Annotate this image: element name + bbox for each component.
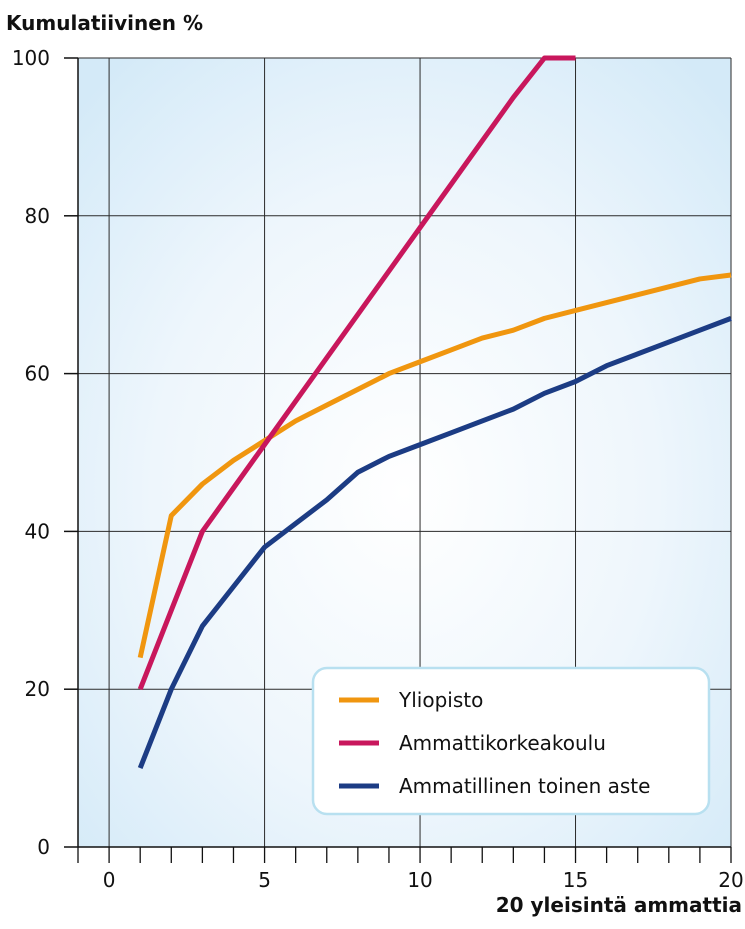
y-tick-label: 60 (25, 362, 50, 386)
x-tick-label: 10 (407, 868, 432, 892)
series-lines (137, 55, 732, 770)
series-line-3 (137, 316, 732, 770)
legend: Yliopisto Ammattikorkeakoulu Ammatillinen … (311, 666, 711, 816)
legend-label: Ammattikorkeakoulu (399, 731, 606, 755)
y-axis-title: Kumulatiivinen % (6, 11, 203, 35)
y-tick-label: 0 (37, 835, 50, 859)
y-tick-label: 40 (25, 519, 50, 543)
series-line-1 (137, 272, 732, 659)
legend-box (311, 666, 711, 816)
series-line-2 (137, 55, 576, 691)
x-tick-label: 20 (718, 868, 743, 892)
gridlines (78, 57, 732, 847)
y-tick-label: 20 (25, 677, 50, 701)
x-axis-title: 20 yleisintä ammattia (496, 893, 742, 917)
x-tick-label: 5 (258, 868, 271, 892)
legend-label: Ammatillinen toinen aste (399, 774, 650, 798)
y-tick-label: 100 (12, 46, 50, 70)
x-tick-label: 0 (103, 868, 116, 892)
legend-label: Yliopisto (398, 688, 483, 712)
x-tick-label: 15 (563, 868, 588, 892)
y-tick-label: 80 (25, 204, 50, 228)
axes: 0 20 40 60 80 100 0 5 10 15 20 (12, 46, 744, 892)
